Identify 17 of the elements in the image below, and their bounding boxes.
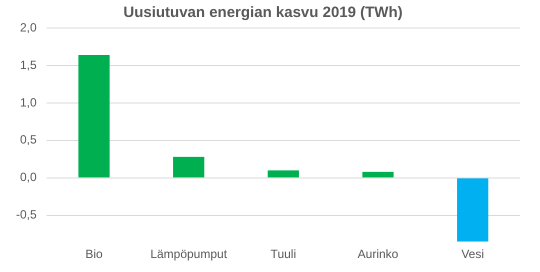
y-tick-label: 0,5 xyxy=(20,132,37,147)
y-tick-label: -0,5 xyxy=(16,208,37,222)
y-tick-label: 2,0 xyxy=(20,20,37,34)
y-tick-label: 0,0 xyxy=(20,170,37,184)
x-tick-label: Lämpöpumput xyxy=(150,247,228,262)
bar xyxy=(78,54,110,178)
y-tick-label: 1,0 xyxy=(20,95,37,110)
x-tick-label: Vesi xyxy=(461,247,484,262)
bar xyxy=(268,170,299,178)
bar xyxy=(457,178,488,242)
bar xyxy=(173,156,204,178)
x-tick-label: Aurinko xyxy=(358,247,399,262)
y-tick-label: 1,5 xyxy=(20,58,37,72)
chart-title: Uusiutuvan energian kasvu 2019 (TWh) xyxy=(123,4,403,22)
x-tick-label: Tuuli xyxy=(270,247,296,262)
bar xyxy=(362,172,394,178)
x-tick-label: Bio xyxy=(85,247,104,262)
